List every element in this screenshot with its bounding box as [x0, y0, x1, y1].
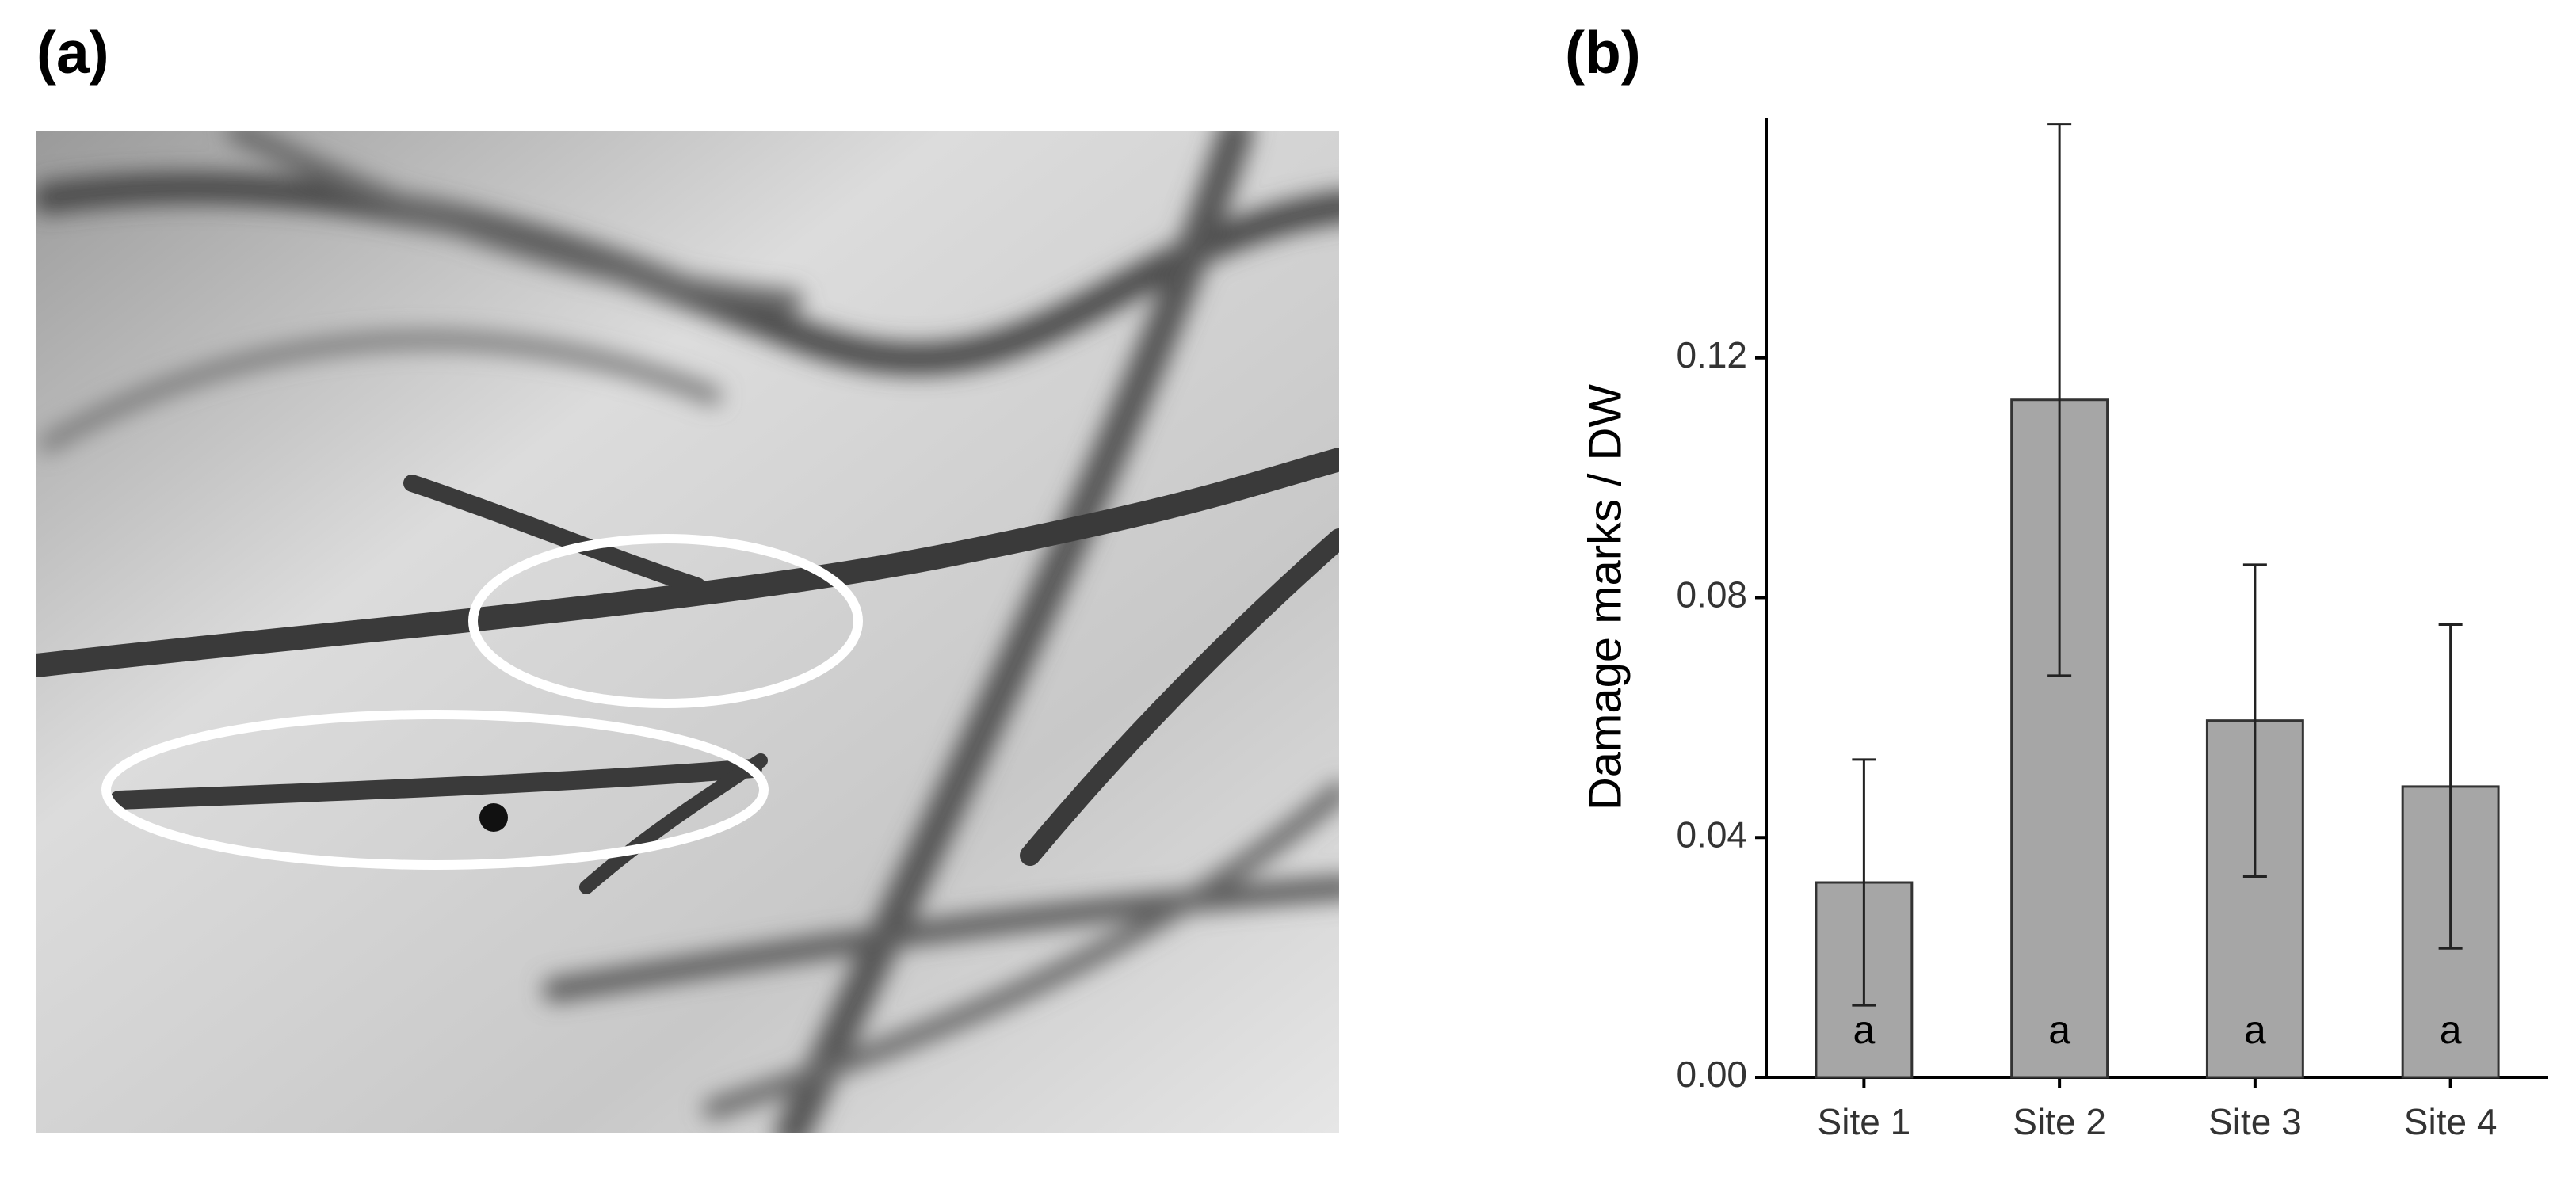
significance-label: a — [2440, 1008, 2462, 1052]
x-tick-label: Site 3 — [2208, 1101, 2302, 1142]
x-tick-label: Site 1 — [1818, 1101, 1911, 1142]
y-tick-label: 0.00 — [1676, 1054, 1747, 1095]
significance-label: a — [1853, 1008, 1875, 1052]
y-tick-label: 0.08 — [1676, 574, 1747, 616]
bar — [2010, 398, 2109, 1079]
x-tick-label: Site 4 — [2404, 1101, 2498, 1142]
significance-label: a — [2048, 1008, 2070, 1052]
significance-label: a — [2244, 1008, 2266, 1052]
x-tick-label: Site 2 — [2013, 1101, 2106, 1142]
y-tick-label: 0.12 — [1676, 334, 1747, 375]
photo — [36, 131, 1339, 1133]
panel-label: (a) — [36, 19, 109, 86]
panel-label: (b) — [1565, 19, 1641, 86]
y-tick-label: 0.04 — [1676, 814, 1747, 855]
y-axis-label: Damage marks / DW — [1579, 384, 1631, 810]
